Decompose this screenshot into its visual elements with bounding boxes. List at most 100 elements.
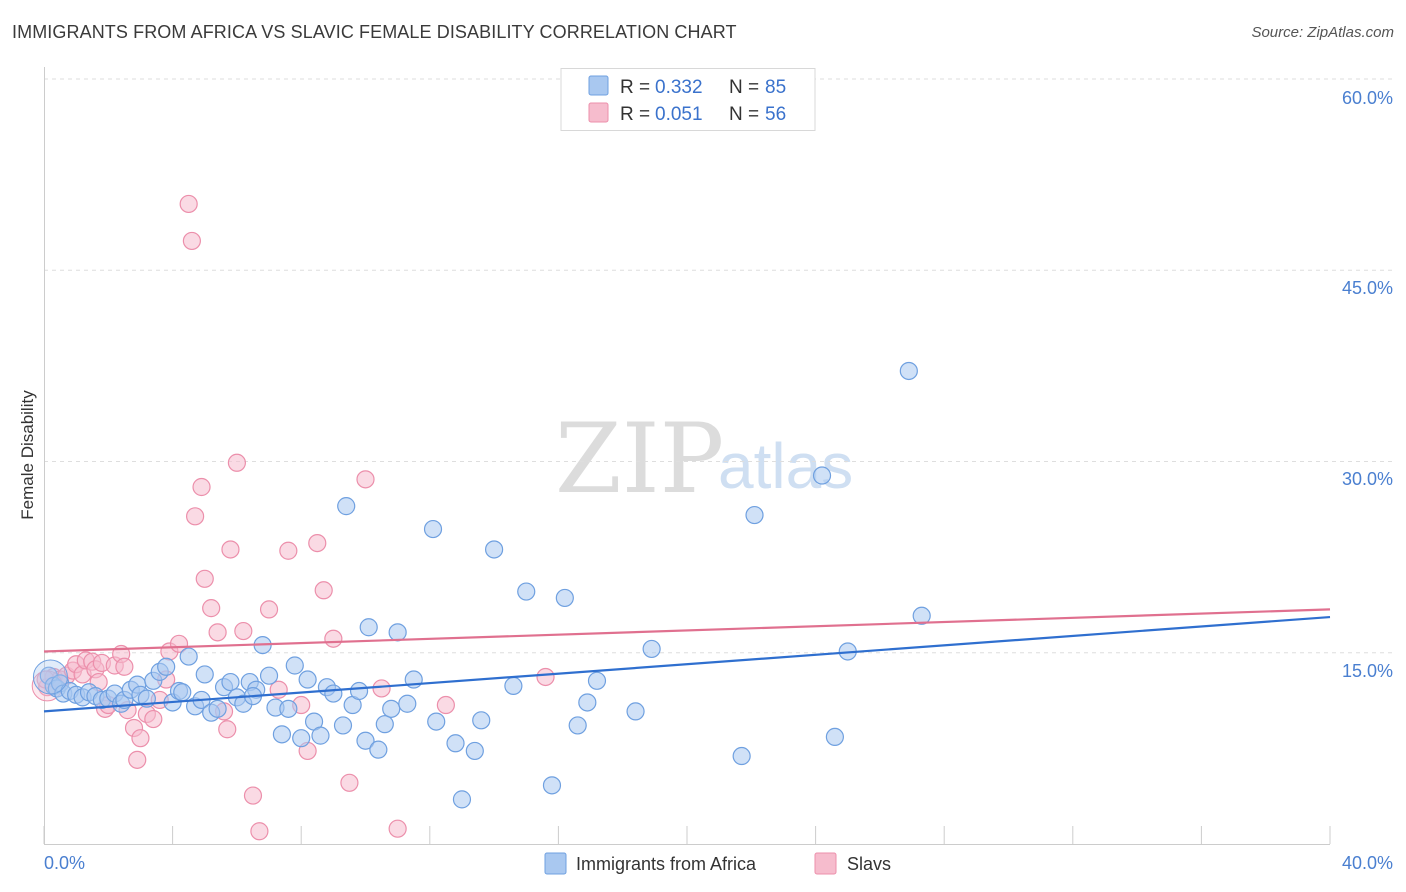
slavs-point (250, 822, 269, 841)
africa-point (382, 699, 401, 718)
africa-point (157, 657, 176, 676)
slavs-point (234, 621, 253, 641)
x-tick-label-40: 40.0% (1342, 853, 1393, 873)
slavs-point (208, 623, 227, 642)
africa-point (356, 731, 375, 750)
africa-point (423, 519, 443, 539)
source-attribution: Source: ZipAtlas.com (1251, 24, 1394, 41)
africa-point (324, 684, 343, 703)
africa-point (208, 699, 227, 718)
africa-point (452, 790, 472, 809)
series-legend: Immigrants from Africa Slavs (544, 852, 891, 875)
africa-point (292, 729, 311, 748)
legend-r-value-slavs: 0.051 (655, 104, 703, 125)
africa-point (221, 672, 240, 692)
legend-swatch-africa (588, 75, 609, 96)
africa-point (369, 740, 388, 759)
africa-point (349, 681, 369, 701)
slavs-point (195, 569, 214, 588)
y-tick-label-45: 45.0% (1342, 278, 1393, 298)
slavs-point (221, 540, 240, 559)
slavs-point (436, 695, 455, 715)
legend-n-value-africa: 85 (765, 77, 786, 98)
africa-point (642, 639, 661, 659)
africa-point (745, 505, 764, 525)
africa-point-cluster (32, 659, 68, 695)
slavs-point (202, 599, 221, 618)
slavs-point (131, 729, 150, 748)
series-legend-label-africa: Immigrants from Africa (576, 854, 757, 874)
watermark-atlas: atlas (718, 430, 853, 502)
africa-point (578, 693, 597, 712)
africa-point (504, 676, 523, 696)
slavs-point (324, 629, 343, 648)
x-tick-label-0: 0.0% (44, 853, 85, 873)
series-legend-swatch-africa (544, 852, 567, 875)
y-tick-label-60: 60.0% (1342, 88, 1393, 108)
africa-trend-line (43, 615, 1331, 713)
series-legend-label-slavs: Slavs (847, 854, 891, 874)
slavs-point (186, 507, 205, 526)
y-tick-label-15: 15.0% (1342, 661, 1393, 681)
chart-title: IMMIGRANTS FROM AFRICA VS SLAVIC FEMALE … (12, 22, 737, 42)
africa-point (337, 497, 356, 516)
africa-point (732, 746, 751, 766)
slavs-point (128, 750, 147, 769)
africa-point (388, 623, 407, 642)
slavs-point (372, 679, 391, 698)
africa-point (465, 741, 484, 761)
africa-point (912, 606, 931, 625)
gridlines (44, 78, 1395, 654)
africa-point (285, 656, 304, 675)
africa-point (568, 716, 587, 735)
slavs-point (144, 709, 163, 729)
slavs-point (314, 581, 333, 600)
africa-point (279, 699, 298, 718)
slavs-point (259, 600, 279, 619)
africa-point (398, 694, 417, 713)
africa-point (333, 716, 353, 735)
legend-r-label-slavs: R = (620, 104, 650, 125)
y-tick-label-30: 30.0% (1342, 469, 1393, 489)
x-axis-ticks (43, 826, 1331, 844)
slavs-point (243, 786, 263, 805)
africa-point (179, 647, 198, 666)
africa-point (359, 618, 378, 637)
africa-point (517, 582, 536, 601)
slavs-point (308, 533, 327, 553)
slavs-point (536, 667, 555, 687)
slavs-trend-line (43, 608, 1331, 653)
legend-r-label-africa: R = (620, 77, 650, 98)
africa-point (259, 666, 279, 685)
series-legend-swatch-slavs (814, 852, 837, 875)
africa-point (899, 361, 918, 381)
legend-n-label-africa: N = (729, 77, 759, 98)
slavs-point (115, 657, 134, 676)
legend-n-label-slavs: N = (729, 104, 759, 125)
legend-n-value-slavs: 56 (765, 104, 786, 125)
africa-point (195, 665, 214, 684)
slavs-point (179, 194, 198, 214)
correlation-legend: R = 0.332 N = 85 R = 0.051 N = 56 (560, 68, 816, 131)
africa-point (626, 702, 645, 721)
africa-point (825, 727, 844, 747)
africa-point (311, 726, 330, 745)
africa-point (427, 712, 446, 731)
slavs-point (218, 720, 237, 739)
slavs-point (356, 470, 375, 489)
africa-point (555, 588, 574, 608)
watermark-zip: ZIP (555, 403, 724, 515)
africa-point (587, 671, 607, 690)
africa-point (812, 466, 832, 485)
africa-point (542, 776, 562, 795)
slavs-point (388, 819, 407, 838)
y-axis-label: Female Disability (18, 390, 37, 520)
slavs-point (340, 773, 359, 792)
africa-points (32, 361, 931, 809)
africa-point (272, 725, 292, 744)
slavs-point (279, 541, 298, 560)
africa-point (485, 540, 504, 559)
legend-swatch-slavs (588, 102, 609, 123)
legend-r-value-africa: 0.332 (655, 77, 703, 98)
